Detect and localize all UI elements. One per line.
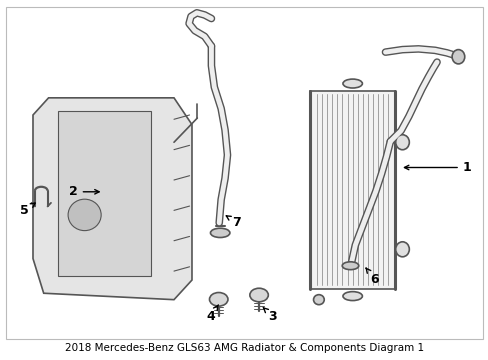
Text: 2: 2 (69, 185, 99, 198)
Text: 4: 4 (205, 305, 218, 323)
Text: 5: 5 (20, 203, 35, 217)
Ellipse shape (395, 242, 408, 257)
Ellipse shape (68, 199, 101, 231)
Text: 7: 7 (226, 216, 240, 229)
Polygon shape (33, 98, 192, 300)
Text: 2018 Mercedes-Benz GLS63 AMG Radiator & Components Diagram 1: 2018 Mercedes-Benz GLS63 AMG Radiator & … (65, 343, 423, 353)
Ellipse shape (451, 50, 464, 64)
Ellipse shape (395, 135, 408, 150)
Ellipse shape (342, 262, 358, 270)
Polygon shape (58, 111, 151, 276)
Bar (309, 91, 394, 289)
Text: 6: 6 (365, 268, 378, 286)
Ellipse shape (342, 292, 362, 301)
Ellipse shape (313, 295, 324, 305)
Text: 1: 1 (404, 161, 470, 174)
Circle shape (249, 288, 268, 302)
Circle shape (209, 293, 227, 306)
Ellipse shape (210, 228, 229, 238)
Ellipse shape (342, 79, 362, 88)
Text: 3: 3 (263, 308, 276, 323)
